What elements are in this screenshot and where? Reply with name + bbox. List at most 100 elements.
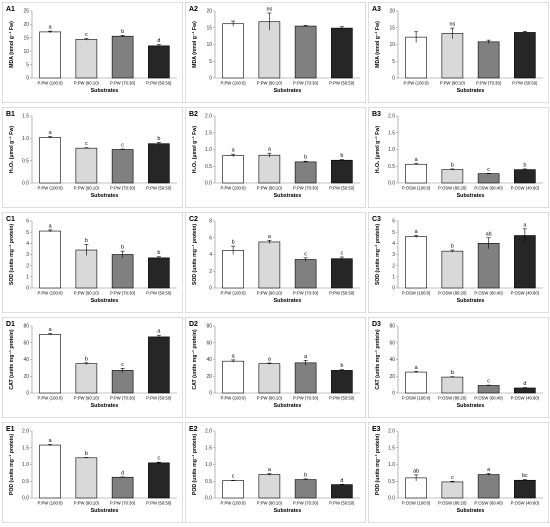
y-tick-label: 0.5 [388, 164, 395, 170]
y-tick-label: 4 [209, 252, 212, 258]
x-tick-label: P:PW (90:10) [257, 501, 283, 506]
significance-letter: b [340, 153, 343, 159]
y-tick-label: 0.0 [388, 181, 395, 187]
x-tick-label: P:PW (90:10) [257, 291, 283, 296]
panel-label: A1 [6, 6, 15, 13]
significance-letter: a [268, 147, 271, 153]
x-axis-title: Substrates [274, 403, 302, 409]
x-tick-label: P:PW (90:10) [257, 186, 283, 191]
chart-a3: A3 0 5 10 15 20 MDA (nmol g⁻¹ Fw) P:PW (100:0) n… [368, 2, 549, 104]
y-tick-label: 4 [392, 241, 395, 247]
significance-letter: b [451, 370, 454, 376]
chart-d3: D3 0 20 40 60 80 CAT (units mg⁻¹ protein) a P:OS… [368, 317, 549, 419]
bar [514, 169, 536, 184]
chart-a1: A1 0 5 10 15 20 25 MDA (nmol g⁻¹ Fw) a P:PW (100:… [2, 2, 183, 104]
bar [258, 363, 281, 394]
bar [222, 250, 244, 289]
significance-letter: d [523, 381, 526, 387]
y-tick-label: 2.0 [22, 429, 29, 435]
x-tick-label: P:PW (50:50) [329, 186, 355, 191]
bar [331, 159, 353, 184]
y-tick-label: 1.0 [388, 147, 395, 153]
x-tick-label: P:PW (70:30) [110, 396, 136, 401]
bar [294, 161, 317, 184]
panel-border [2, 2, 183, 104]
bar [258, 154, 281, 184]
y-tick-label: 6 [392, 219, 395, 225]
y-tick-label: 20 [389, 9, 395, 15]
y-tick-label: 0.5 [205, 479, 212, 485]
significance-letter: ns [450, 22, 456, 28]
y-tick-label: 5 [392, 59, 395, 65]
y-tick-label: 1.5 [22, 445, 29, 451]
chart-panel-b1: B1 0.0 0.5 1.0 1.5 H₂O₂ (µmol g⁻¹ Fw) a P:PW (1… [2, 107, 185, 212]
bar [222, 360, 244, 394]
bar [258, 474, 281, 499]
panel-label: D1 [6, 321, 15, 328]
y-tick-label: 0.0 [205, 181, 212, 187]
significance-letter: b [121, 29, 124, 35]
x-tick-label: P:PW (100:0) [38, 186, 64, 191]
chart-c1: C1 0 1 2 3 4 5 6 SOD (units mg⁻¹ protein) a P:PW (… [2, 212, 183, 314]
chart-d2: D2 0 20 40 60 80 CAT (units mg⁻¹ protein) a P:PW… [185, 317, 366, 419]
x-axis-title: Substrates [457, 193, 485, 199]
bar [405, 477, 427, 499]
y-axis-title: H₂O₂ (µmol g⁻¹ Fw) [192, 126, 198, 173]
panel-label: B3 [372, 111, 381, 118]
bar [148, 462, 170, 499]
x-tick-label: P:PW (90:10) [74, 186, 100, 191]
y-tick-label: 20 [23, 374, 29, 380]
y-axis-title: MDA (nmol g⁻¹ Fw) [375, 21, 381, 68]
bar [39, 334, 61, 394]
chart-panel-b2: B2 0.0 0.5 1.0 1.5 2.0 H₂O₂ (µmol g⁻¹ Fw) a P:PW… [185, 107, 368, 212]
y-tick-label: 15 [23, 36, 29, 42]
x-axis-title: Substrates [274, 508, 302, 514]
bar [405, 236, 427, 289]
chart-panel-a1: A1 0 5 10 15 20 25 MDA (nmol g⁻¹ Fw) a P:PW (100:… [2, 2, 185, 107]
y-tick-label: 0 [392, 391, 395, 397]
x-axis-title: Substrates [91, 298, 119, 304]
bar [111, 254, 134, 289]
x-tick-label: P:PW (90:10) [74, 396, 100, 401]
significance-letter: a [415, 229, 418, 235]
y-tick-label: 1.0 [205, 462, 212, 468]
significance-letter: ns [267, 7, 273, 13]
y-tick-label: 60 [206, 340, 212, 346]
x-axis-title: Substrates [457, 88, 485, 94]
x-tick-label: P:PW (90:10) [257, 81, 283, 86]
y-tick-label: 15 [389, 25, 395, 31]
y-tick-label: 1 [26, 275, 29, 281]
x-tick-label: P:PW (70:30) [110, 186, 136, 191]
y-tick-label: 40 [206, 357, 212, 363]
x-tick-label: P:PW (100:0) [221, 291, 247, 296]
y-tick-label: 2 [26, 263, 29, 269]
bar [148, 257, 170, 289]
x-tick-label: P:OSW (100:0) [402, 501, 431, 506]
chart-d1: D1 0 20 40 60 80 CAT (units mg⁻¹ protein) a P:PW… [2, 317, 183, 419]
bar [331, 27, 353, 79]
significance-letter: c [487, 167, 490, 173]
x-tick-label: P:PW (50:50) [329, 81, 355, 86]
significance-letter: b [304, 472, 307, 478]
y-tick-label: 20 [389, 374, 395, 380]
x-tick-label: P:OSW (40:60) [511, 186, 540, 191]
y-tick-label: 80 [206, 324, 212, 330]
bar [111, 35, 134, 79]
panel-label: E1 [6, 426, 15, 433]
x-tick-label: P:PW (50:50) [329, 291, 355, 296]
bar [441, 250, 464, 289]
y-tick-label: 80 [23, 324, 29, 330]
x-tick-label: P:PW (50:50) [512, 81, 538, 86]
y-tick-label: 1.5 [205, 445, 212, 451]
y-tick-label: 0 [392, 76, 395, 82]
panel-border [185, 317, 366, 419]
y-tick-label: 4 [26, 241, 29, 247]
x-axis-title: Substrates [457, 298, 485, 304]
panel-border [2, 317, 183, 419]
y-tick-label: 3 [26, 252, 29, 258]
x-tick-label: P:PW (100:0) [38, 291, 64, 296]
significance-letter: b [340, 363, 343, 369]
x-tick-label: P:PW (100:0) [38, 396, 64, 401]
bar [75, 457, 98, 499]
significance-letter: c [487, 379, 490, 385]
